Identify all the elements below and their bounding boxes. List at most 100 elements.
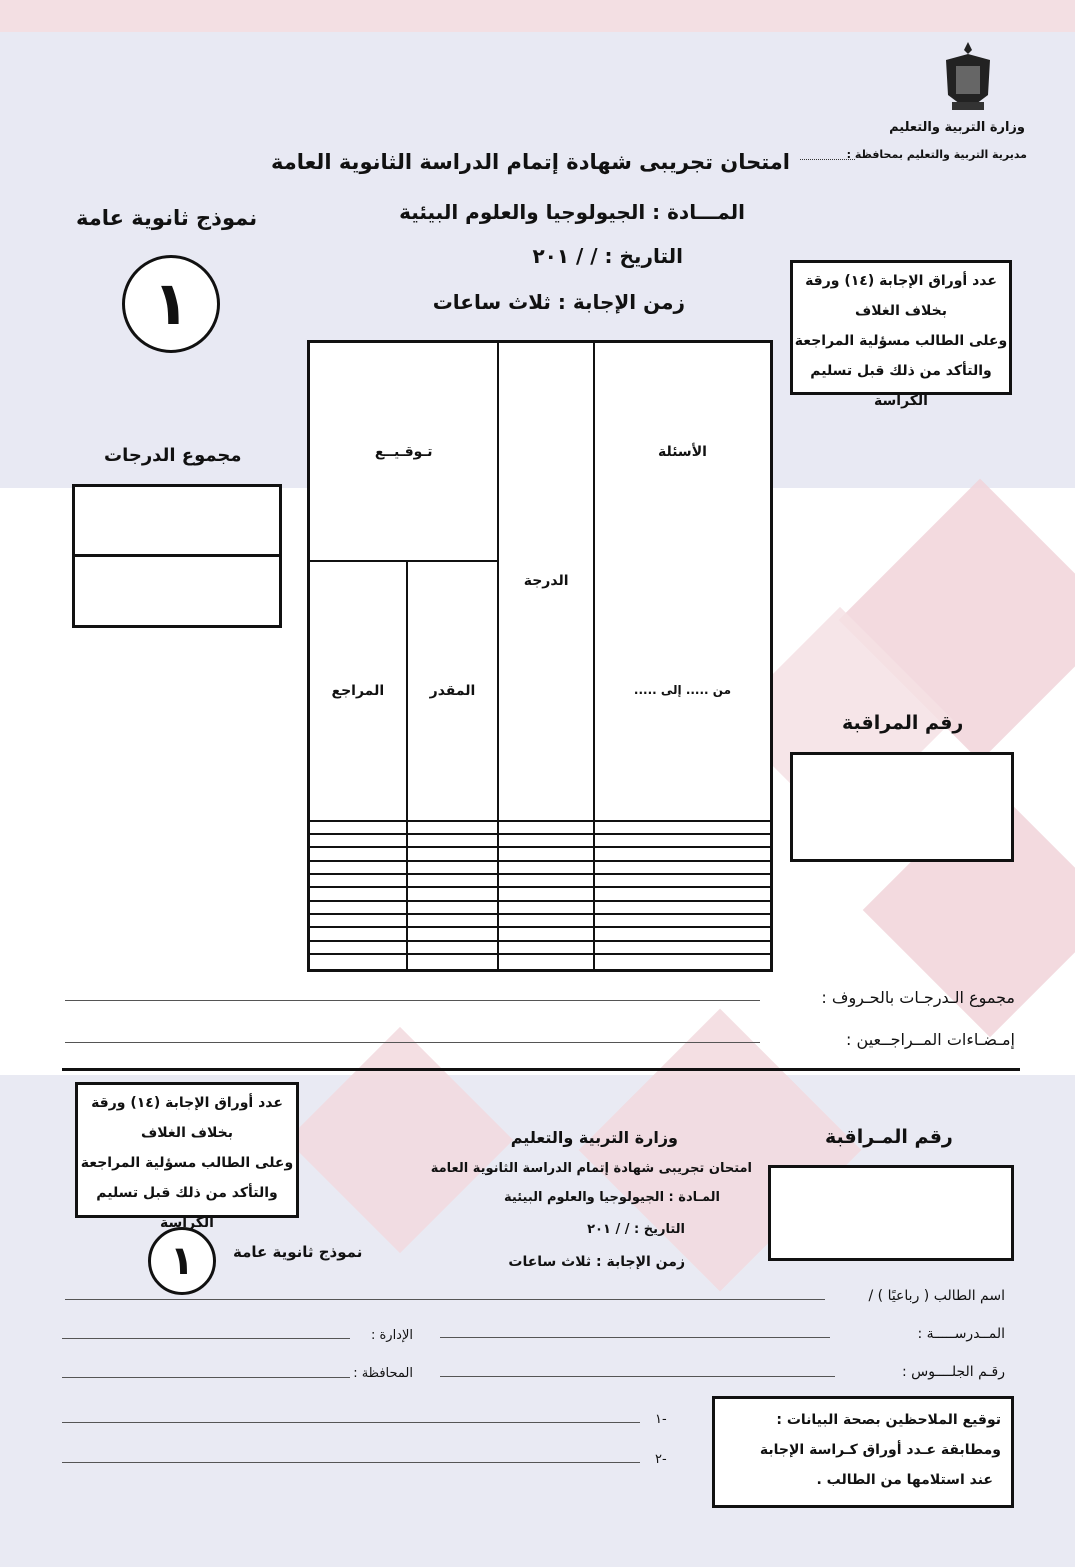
questions-cell[interactable] — [592, 872, 773, 889]
observer-2-label: -٢ — [655, 1452, 667, 1467]
slip-subject: المـادة : الجيولوجيا والعلوم البيئية — [504, 1190, 720, 1205]
grader-cell[interactable] — [405, 819, 500, 836]
school-line[interactable] — [440, 1337, 830, 1338]
observers-line: ومطابقة عـدد أوراق كـراسة الإجابة — [759, 1442, 1001, 1458]
reviewer-cell[interactable] — [307, 899, 408, 915]
grade-cell[interactable] — [497, 939, 595, 955]
total-grades-box[interactable] — [72, 484, 282, 628]
grade-cell[interactable] — [497, 952, 595, 972]
table-row — [307, 886, 773, 902]
questions-cell[interactable] — [592, 926, 773, 942]
notice-line: بخلاف الغلاف — [855, 303, 947, 319]
grader-cell[interactable] — [405, 939, 500, 955]
control-number-label: رقم المراقبة — [842, 712, 964, 734]
notice-line: وعلى الطالب مسؤلية المراجعة — [794, 333, 1008, 349]
grader-cell[interactable] — [405, 952, 500, 972]
total-grades-divider — [75, 554, 279, 557]
reviewer-cell[interactable] — [307, 939, 408, 955]
reviewer-cell[interactable] — [307, 952, 408, 972]
questions-cell[interactable] — [592, 899, 773, 915]
exam-title: امتحان تجريبى شهادة إتمام الدراسة الثانو… — [270, 150, 790, 174]
reviewer-cell[interactable] — [307, 846, 408, 862]
grade-cell[interactable] — [497, 886, 595, 902]
ministry-name: وزارة التربية والتعليم — [889, 120, 1025, 135]
table-row — [307, 939, 773, 955]
reviewer-cell[interactable] — [307, 859, 408, 876]
slip-exam-title: امتحان تجريبى شهادة إتمام الدراسة الثانو… — [430, 1161, 752, 1176]
background-strip — [0, 0, 1075, 32]
seat-number-line[interactable] — [440, 1376, 835, 1377]
grader-header: المقدر — [405, 560, 500, 822]
reviewer-cell[interactable] — [307, 912, 408, 929]
student-name-line[interactable] — [65, 1299, 825, 1300]
exam-date: التاريخ : / / ٢٠١ — [532, 244, 683, 268]
reviewer-cell[interactable] — [307, 819, 408, 836]
control-number-box[interactable] — [790, 752, 1014, 862]
notice-line: والتأكد من ذلك قبل تسليم الكراسة — [810, 363, 992, 409]
model-number: ١ — [122, 255, 220, 353]
grader-cell[interactable] — [405, 912, 500, 929]
questions-header: الأسئلة — [592, 340, 773, 562]
grade-cell[interactable] — [497, 872, 595, 889]
grade-cell[interactable] — [497, 926, 595, 942]
reviewer-cell[interactable] — [307, 886, 408, 902]
governorate-label: المحافظة : — [353, 1366, 413, 1381]
observers-line: توقيع الملاحظين بصحة البيانات : — [776, 1412, 1001, 1428]
signature-header: تـوقـيــع — [307, 340, 500, 563]
table-row — [307, 899, 773, 915]
observers-box: توقيع الملاحظين بصحة البيانات : ومطابقة … — [712, 1396, 1014, 1508]
grade-cell[interactable] — [497, 859, 595, 876]
questions-cell[interactable] — [592, 846, 773, 862]
grader-cell[interactable] — [405, 859, 500, 876]
grade-cell[interactable] — [497, 846, 595, 862]
slip-control-number-box[interactable] — [768, 1165, 1014, 1261]
notice-line: وعلى الطالب مسؤلية المراجعة — [80, 1155, 294, 1171]
observers-line: عند استلامها من الطالب . — [816, 1472, 993, 1488]
grader-cell[interactable] — [405, 899, 500, 915]
questions-cell[interactable] — [592, 833, 773, 849]
observer-1-line[interactable] — [62, 1422, 640, 1423]
table-row — [307, 912, 773, 929]
questions-cell[interactable] — [592, 939, 773, 955]
table-row — [307, 926, 773, 942]
exam-duration: زمن الإجابة : ثلاث ساعات — [432, 290, 685, 314]
reviewers-signatures-line[interactable] — [65, 1042, 760, 1043]
grade-cell[interactable] — [497, 899, 595, 915]
governorate-line[interactable] — [62, 1377, 350, 1378]
reviewer-cell[interactable] — [307, 872, 408, 889]
grade-cell[interactable] — [497, 912, 595, 929]
subject: المـــادة : الجيولوجيا والعلوم البيئية — [399, 200, 745, 224]
grader-cell[interactable] — [405, 833, 500, 849]
observer-1-label: -١ — [655, 1412, 667, 1427]
model-label: نموذج ثانوية عامة — [76, 206, 258, 230]
questions-cell[interactable] — [592, 819, 773, 836]
reviewer-cell[interactable] — [307, 833, 408, 849]
grader-cell[interactable] — [405, 872, 500, 889]
slip-date: التاريخ : / / ٢٠١ — [587, 1222, 685, 1237]
total-in-words-line[interactable] — [65, 1000, 760, 1001]
table-row — [307, 859, 773, 876]
grader-cell[interactable] — [405, 846, 500, 862]
total-in-words-label: مجموع الـدرجـات بالحـروف : — [821, 988, 1015, 1007]
questions-cell[interactable] — [592, 859, 773, 876]
seat-number-label: رقـم الجلــــوس : — [901, 1364, 1005, 1380]
questions-cell[interactable] — [592, 952, 773, 972]
grade-cell[interactable] — [497, 833, 595, 849]
egypt-emblem-icon — [946, 42, 990, 110]
slip-ministry: وزارة التربية والتعليم — [510, 1128, 678, 1147]
grade-cell[interactable] — [497, 819, 595, 836]
grades-table: تـوقـيــع الدرجة الأسئلة المراجع المقدر … — [307, 340, 773, 972]
directorate-label: مديرية التربية والتعليم بمحافظة : — [846, 148, 1027, 161]
questions-cell[interactable] — [592, 912, 773, 929]
questions-cell[interactable] — [592, 886, 773, 902]
notice-line: عدد أوراق الإجابة (١٤) ورقة — [91, 1095, 283, 1111]
observer-2-line[interactable] — [62, 1462, 640, 1463]
grader-cell[interactable] — [405, 926, 500, 942]
grader-cell[interactable] — [405, 886, 500, 902]
reviewer-cell[interactable] — [307, 926, 408, 942]
cut-divider — [62, 1068, 1020, 1071]
administration-line[interactable] — [62, 1338, 350, 1339]
table-row — [307, 872, 773, 889]
slip-notice-box: عدد أوراق الإجابة (١٤) ورقة بخلاف الغلاف… — [75, 1082, 299, 1231]
notice-box: عدد أوراق الإجابة (١٤) ورقة بخلاف الغلاف… — [790, 260, 1012, 409]
